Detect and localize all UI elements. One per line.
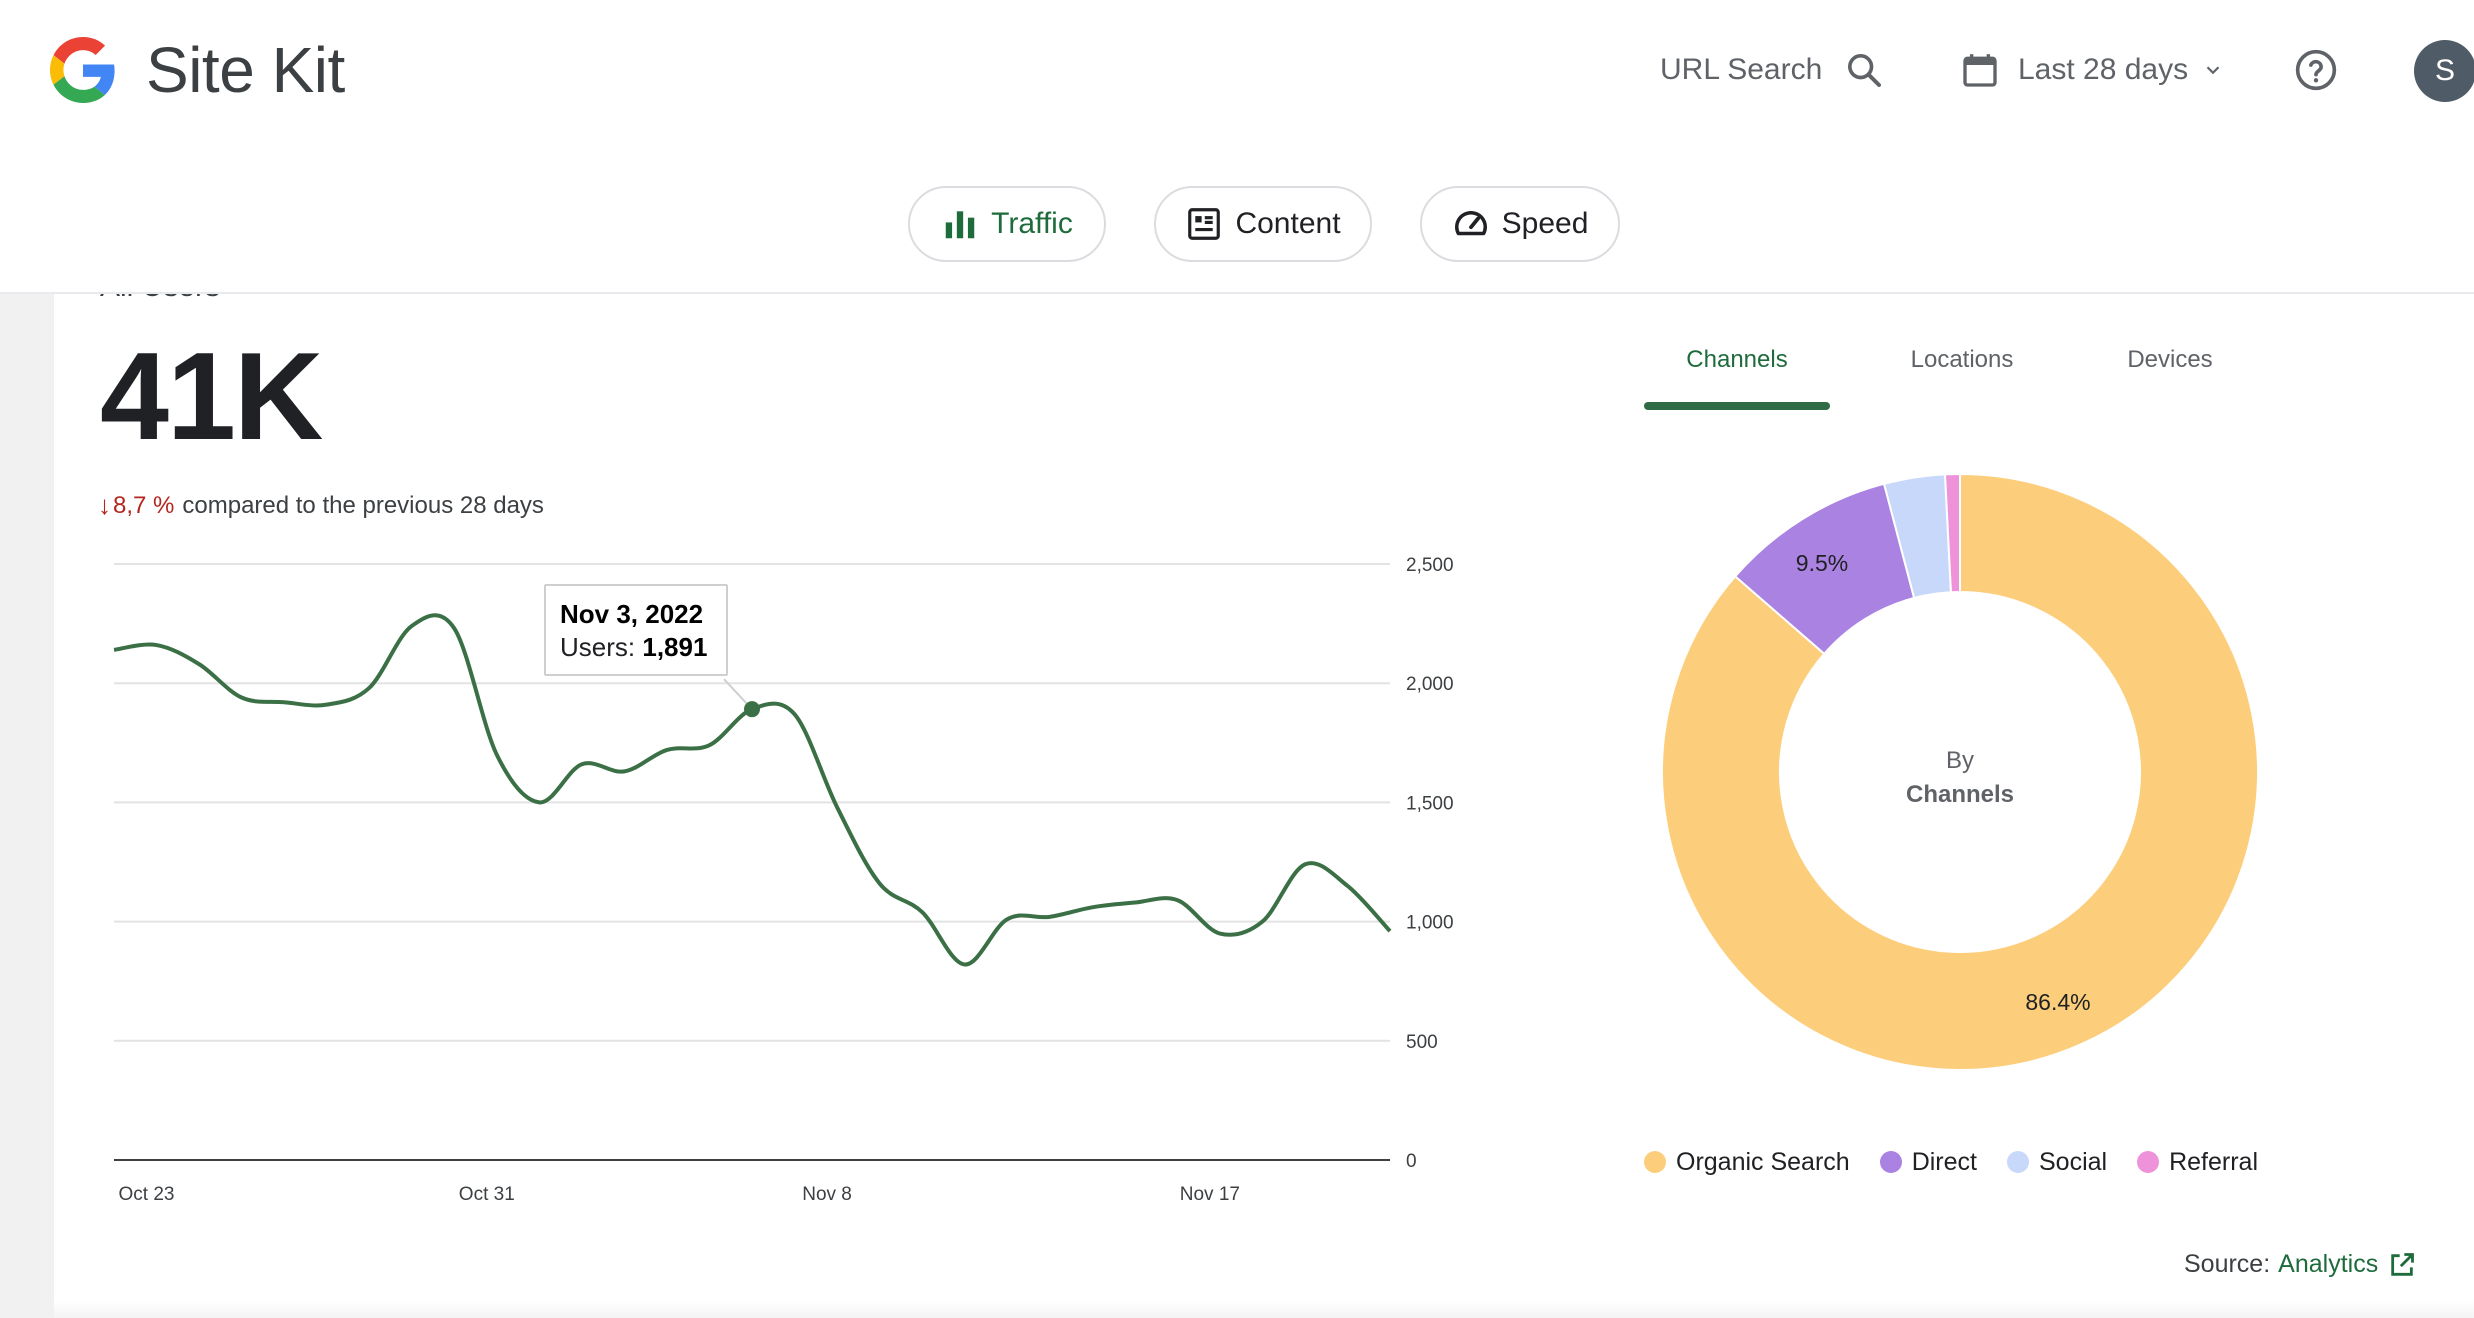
header: Site Kit URL Search Last 28 days S <box>0 0 2474 294</box>
url-search-button[interactable]: URL Search <box>1660 40 1884 100</box>
site-kit-logo[interactable]: Site Kit <box>50 34 345 106</box>
x-tick-label: Nov 8 <box>802 1184 852 1205</box>
x-tick-label: Nov 17 <box>1180 1184 1240 1205</box>
bar-chart-icon <box>945 211 975 239</box>
tooltip-value: 1,891 <box>642 632 708 662</box>
users-line-chart[interactable]: 0 500 1,000 1,500 2,000 2,500 Oct 23 Oct 31 Nov … <box>100 540 1500 1210</box>
highlighted-data-point <box>744 701 760 718</box>
x-tick-label: Oct 23 <box>119 1184 175 1205</box>
data-source: Source: Analytics <box>2184 1250 2416 1279</box>
date-range-label: Last 28 days <box>2018 53 2189 86</box>
active-tab-indicator <box>1644 402 1830 410</box>
legend-swatch <box>1879 1151 1902 1173</box>
y-tick-label: 1,500 <box>1406 793 1454 814</box>
channels-donut-chart[interactable]: 86.4% 9.5% By Channels <box>1640 466 2280 1086</box>
legend-label: Organic Search <box>1676 1147 1850 1176</box>
y-tick-label: 500 <box>1406 1032 1438 1053</box>
date-range-selector[interactable]: Last 28 days <box>1960 40 2224 100</box>
google-g-icon <box>50 37 115 103</box>
card-bottom-edge <box>54 1300 2474 1318</box>
donut-slice-organic-search <box>1661 472 2259 1071</box>
legend-swatch <box>2007 1151 2029 1173</box>
tooltip-label: Users: <box>560 632 636 662</box>
y-tick-label: 2,000 <box>1406 674 1454 695</box>
legend-swatch <box>1644 1151 1666 1173</box>
donut-center-label-line2: Channels <box>1906 781 2014 808</box>
all-traffic-card <box>54 294 2474 1318</box>
speedometer-icon <box>1454 211 1487 236</box>
section-nav: Traffic Content Speed <box>0 186 2474 262</box>
tooltip-date: Nov 3, 2022 <box>560 599 704 629</box>
breakdown-tabs: Channels Locations Devices <box>1640 346 2260 410</box>
donut-center-label-line1: By <box>1946 747 1974 774</box>
arrow-down-icon: ↓ <box>98 490 111 520</box>
tab-content[interactable]: Content <box>1154 186 1372 262</box>
analytics-link[interactable]: Analytics <box>2278 1250 2379 1278</box>
chevron-down-icon <box>2206 66 2220 75</box>
y-tick-label: 0 <box>1406 1151 1417 1172</box>
tab-traffic-label: Traffic <box>991 207 1073 240</box>
donut-legend: Organic Search Direct Social Referral <box>1644 1144 2288 1180</box>
tab-devices[interactable]: Devices <box>2127 346 2213 373</box>
help-button[interactable] <box>2294 40 2338 100</box>
legend-item-referral[interactable]: Referral <box>2137 1148 2258 1177</box>
organic-search-percent-label: 86.4% <box>2025 989 2090 1015</box>
calendar-icon <box>1963 54 1997 87</box>
url-search-label: URL Search <box>1660 53 1823 86</box>
y-tick-label: 1,000 <box>1406 913 1454 934</box>
legend-item-social[interactable]: Social <box>2007 1148 2107 1177</box>
chart-tooltip: Nov 3, 2022 Users: 1,891 <box>544 584 728 676</box>
external-link-icon[interactable] <box>2388 1251 2416 1279</box>
source-prefix: Source: <box>2184 1250 2271 1278</box>
legend-label: Social <box>2039 1147 2108 1176</box>
user-avatar[interactable]: S <box>2414 40 2474 102</box>
legend-item-direct[interactable]: Direct <box>1879 1147 1977 1177</box>
legend-label: Direct <box>1911 1147 1977 1176</box>
legend-swatch <box>2137 1151 2160 1173</box>
tab-content-label: Content <box>1235 207 1341 240</box>
legend-item-organic-search[interactable]: Organic Search <box>1644 1148 1850 1177</box>
tab-speed-label: Speed <box>1501 207 1589 240</box>
y-tick-label: 2,500 <box>1406 555 1454 576</box>
content-icon <box>1188 208 1221 240</box>
app-title: Site Kit <box>146 34 345 106</box>
change-description: compared to the previous 28 days <box>182 491 544 519</box>
tab-locations[interactable]: Locations <box>1910 346 2014 373</box>
total-users-value: 41K <box>100 328 323 466</box>
tab-speed[interactable]: Speed <box>1420 186 1620 262</box>
legend-label: Referral <box>2169 1147 2259 1176</box>
x-tick-label: Oct 31 <box>459 1184 515 1205</box>
users-series-line <box>113 613 1392 967</box>
change-indicator: ↓ 8,7 % compared to the previous 28 days <box>98 490 544 521</box>
tab-channels[interactable]: Channels <box>1686 346 1788 373</box>
direct-percent-label: 9.5% <box>1796 550 1848 576</box>
search-icon <box>1848 54 1882 87</box>
left-gutter <box>0 294 54 1318</box>
tab-traffic[interactable]: Traffic <box>908 186 1106 262</box>
help-icon <box>2295 49 2337 91</box>
change-percent: 8,7 % <box>113 491 175 519</box>
donut-slice-referral <box>1943 472 1961 594</box>
